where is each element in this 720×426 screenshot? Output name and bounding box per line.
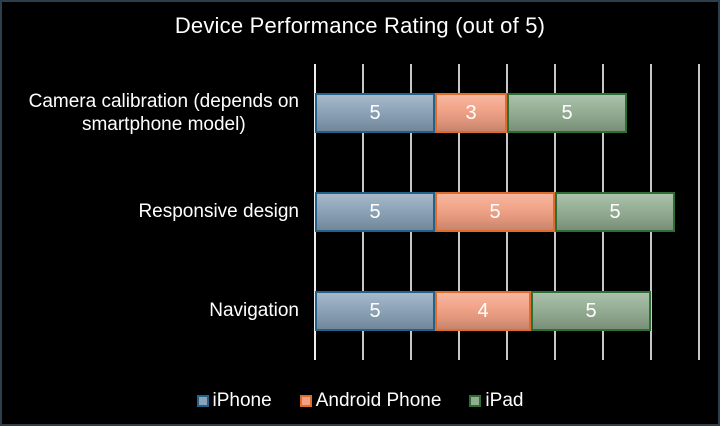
- legend-label: iPhone: [212, 390, 272, 411]
- category-label-text: Camera calibration (depends on smartphon…: [28, 90, 299, 136]
- gridline: [698, 64, 700, 360]
- category-label: Navigation: [2, 261, 312, 360]
- bar-value-label: 5: [561, 102, 573, 125]
- bar-segment-ipad: 5: [555, 192, 675, 232]
- chart-title: Device Performance Rating (out of 5): [174, 13, 546, 38]
- legend-label: Android Phone: [315, 390, 442, 411]
- bar-value-label: 5: [369, 299, 381, 322]
- bar-value-label: 5: [369, 201, 381, 223]
- bar-segment-ipad: 5: [531, 290, 651, 331]
- bar-row: 5 4 5: [315, 290, 651, 331]
- legend-label: iPad: [485, 390, 524, 411]
- bar-segment-android-phone: 3: [435, 93, 507, 134]
- legend-item-android-phone: Android Phone: [299, 390, 442, 411]
- bar-value-label: 5: [609, 201, 621, 223]
- bar-value-label: 5: [489, 201, 501, 223]
- bar-row: 5 3 5: [315, 93, 627, 134]
- legend-swatch: [469, 394, 482, 407]
- legend: iPhone Android Phone iPad: [2, 391, 718, 410]
- bar-value-label: 3: [465, 102, 477, 125]
- category-label-text: Responsive design: [138, 201, 299, 223]
- bar-value-label: 5: [369, 102, 381, 125]
- bar-segment-iphone: 5: [315, 192, 435, 232]
- bar-segment-iphone: 5: [315, 290, 435, 331]
- bar-segment-android-phone: 5: [435, 192, 555, 232]
- category-label: Responsive design: [2, 163, 312, 262]
- bar-segment-android-phone: 4: [435, 290, 531, 331]
- legend-swatch: [196, 394, 209, 407]
- category-axis-labels: Camera calibration (depends on smartphon…: [2, 64, 312, 360]
- bar-row: 5 5 5: [315, 192, 675, 232]
- category-label: Camera calibration (depends on smartphon…: [2, 64, 312, 163]
- legend-swatch: [299, 394, 312, 407]
- bar-value-label: 5: [585, 299, 597, 322]
- bar-value-label: 4: [477, 299, 489, 322]
- bar-segment-iphone: 5: [315, 93, 435, 134]
- plot-area: 5 3 5 5 5 5 5 4 5: [314, 64, 700, 360]
- bar-segment-ipad: 5: [507, 93, 627, 134]
- legend-item-ipad: iPad: [469, 391, 523, 410]
- category-label-text: Navigation: [209, 299, 299, 321]
- legend-item-iphone: iPhone: [196, 390, 272, 411]
